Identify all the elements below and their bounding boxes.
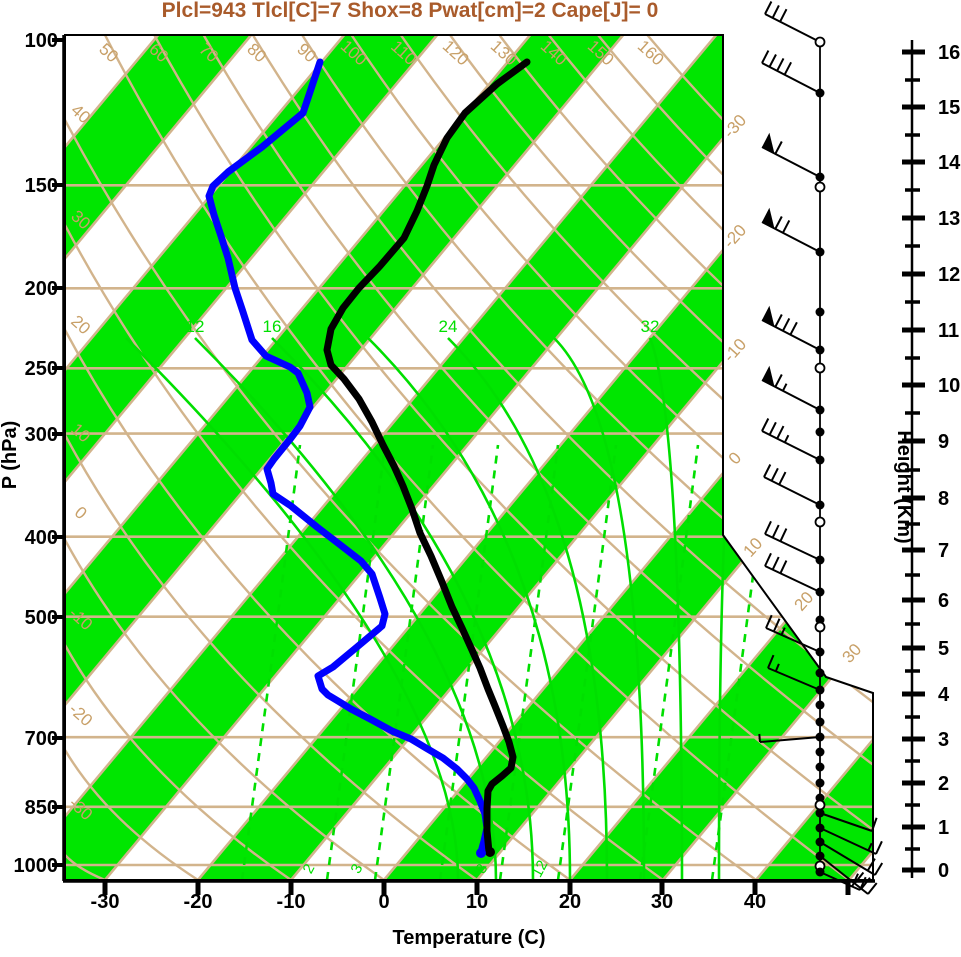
svg-text:4: 4	[938, 684, 950, 706]
svg-text:100: 100	[25, 30, 58, 52]
svg-text:12: 12	[938, 264, 960, 286]
svg-text:400: 400	[25, 527, 58, 549]
svg-text:24: 24	[439, 317, 458, 336]
height-axis-title: Height (Km)	[893, 430, 915, 543]
wind-barb-column	[758, 1, 884, 895]
svg-text:12: 12	[186, 317, 205, 336]
svg-text:16: 16	[263, 317, 282, 336]
svg-text:300: 300	[25, 424, 58, 446]
chart-title: Plcl=943 Tlcl[C]=7 Shox=8 Pwat[cm]=2 Cap…	[162, 0, 659, 22]
svg-text:-10: -10	[277, 891, 306, 913]
svg-text:7: 7	[938, 540, 949, 562]
svg-text:-20: -20	[184, 891, 213, 913]
svg-text:500: 500	[25, 607, 58, 629]
svg-text:40: 40	[744, 891, 766, 913]
dewpoint-curve	[205, 58, 491, 856]
svg-text:14: 14	[938, 152, 961, 174]
svg-text:9: 9	[938, 431, 949, 453]
svg-text:700: 700	[25, 728, 58, 750]
svg-text:10: 10	[740, 534, 767, 561]
svg-text:13: 13	[938, 208, 960, 230]
svg-text:-30: -30	[91, 891, 120, 913]
svg-text:3: 3	[938, 729, 949, 751]
svg-text:8: 8	[938, 488, 949, 510]
svg-text:150: 150	[25, 175, 58, 197]
sounding-curves	[205, 58, 531, 858]
svg-text:200: 200	[25, 278, 58, 300]
svg-text:-20: -20	[720, 221, 751, 252]
svg-text:11: 11	[938, 320, 959, 342]
svg-text:16: 16	[938, 42, 960, 64]
skewt-generated-layers: 50 60 70 80 90 100 110 120 130 140 150 160403020100…	[14, 1, 961, 913]
svg-text:80: 80	[243, 40, 270, 67]
svg-text:5: 5	[938, 638, 949, 660]
svg-text:90: 90	[293, 40, 320, 67]
svg-text:10: 10	[466, 891, 488, 913]
svg-text:12: 12	[529, 858, 552, 881]
svg-text:30: 30	[839, 640, 866, 667]
moist-mixing-labels: 12 16 24 322 3 8 12	[186, 317, 660, 880]
svg-text:0: 0	[725, 448, 745, 468]
svg-text:1000: 1000	[14, 855, 59, 877]
svg-text:20: 20	[559, 891, 581, 913]
svg-text:-30: -30	[720, 111, 751, 142]
svg-text:2: 2	[938, 773, 949, 795]
temperature-curve	[323, 58, 531, 856]
svg-text:-10: -10	[720, 335, 751, 366]
svg-text:6: 6	[938, 590, 949, 612]
svg-text:0: 0	[71, 503, 91, 523]
svg-text:0: 0	[938, 860, 949, 882]
svg-text:20: 20	[67, 312, 94, 339]
svg-text:3: 3	[348, 861, 367, 876]
temperature-axis-title: Temperature (C)	[393, 927, 546, 949]
svg-text:15: 15	[938, 97, 960, 119]
svg-text:2: 2	[300, 861, 319, 876]
svg-text:20: 20	[791, 588, 818, 615]
svg-text:160: 160	[634, 36, 668, 69]
svg-text:850: 850	[25, 797, 58, 819]
svg-text:120: 120	[439, 36, 473, 69]
svg-text:0: 0	[378, 891, 389, 913]
temperature-surface-dot	[485, 847, 495, 857]
svg-text:250: 250	[25, 358, 58, 380]
svg-text:1: 1	[938, 817, 949, 839]
svg-text:-20: -20	[65, 700, 96, 731]
pressure-axis-title: P (hPa)	[0, 421, 21, 490]
svg-text:10: 10	[938, 375, 960, 397]
svg-text:32: 32	[641, 317, 660, 336]
dewpoint-surface-dot	[476, 848, 486, 858]
svg-text:30: 30	[651, 891, 673, 913]
